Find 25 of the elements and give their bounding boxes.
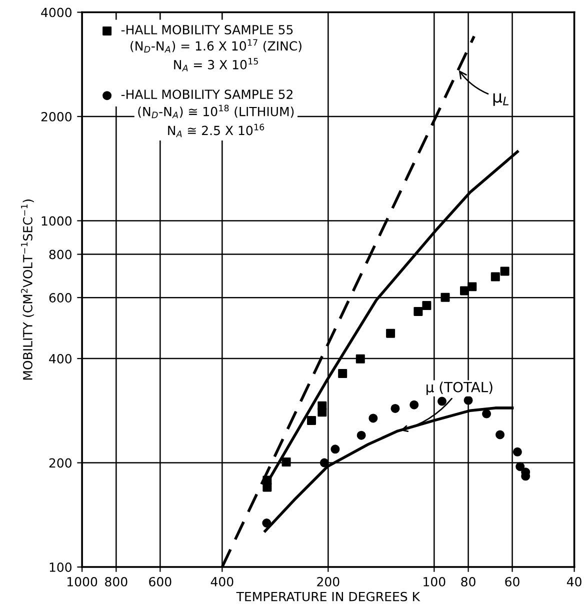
x-tick-label: 100 <box>424 576 446 586</box>
y-tick-label: 200 <box>49 458 72 468</box>
x-tick-label: 400 <box>210 576 234 586</box>
x-tick-label: 1000 <box>68 576 98 586</box>
x-tick-label: 600 <box>149 576 172 586</box>
x-tick-label: 40 <box>566 576 582 586</box>
x-axis-title: TEMPERATURE IN DEGREES K <box>236 592 420 602</box>
annotation: μ (TOTAL) <box>426 382 492 396</box>
y-axis-title: MOBILITY (CM$^{2}$VOLT$^{−1}$SEC$^{−1}$) <box>20 200 34 380</box>
legend-label: -HALL MOBILITY SAMPLE 55 <box>121 24 293 34</box>
text: (N$_{D}$-N$_{A}$) = 1.6 X 10$^{17}$ (ZINC) N$_{A}$ = 3 X 10$^{15}$ <box>130 39 302 72</box>
text: (N$_{D}$-N$_{A}$) ≅ 10$^{18}$ (LITHIUM) N$_{A}$ ≅ 2.5 X 10$^{16}$ <box>138 104 294 138</box>
annotation: μ$_{L}$ <box>493 93 509 106</box>
x-tick-label: 800 <box>105 576 128 586</box>
x-tick-label: 80 <box>461 576 476 586</box>
y-tick-label: 800 <box>49 250 72 260</box>
y-tick-label: 100 <box>50 562 72 572</box>
y-tick-label: 1000 <box>42 216 72 226</box>
y-tick-label: 4000 <box>41 8 72 18</box>
y-tick-label: 400 <box>49 354 72 364</box>
y-tick-label: 2000 <box>41 112 72 122</box>
x-tick-label: 200 <box>317 576 340 586</box>
y-tick-label: 600 <box>49 293 72 302</box>
legend-label: -HALL MOBILITY SAMPLE 52 <box>121 90 292 100</box>
x-tick-label: 60 <box>505 576 520 586</box>
